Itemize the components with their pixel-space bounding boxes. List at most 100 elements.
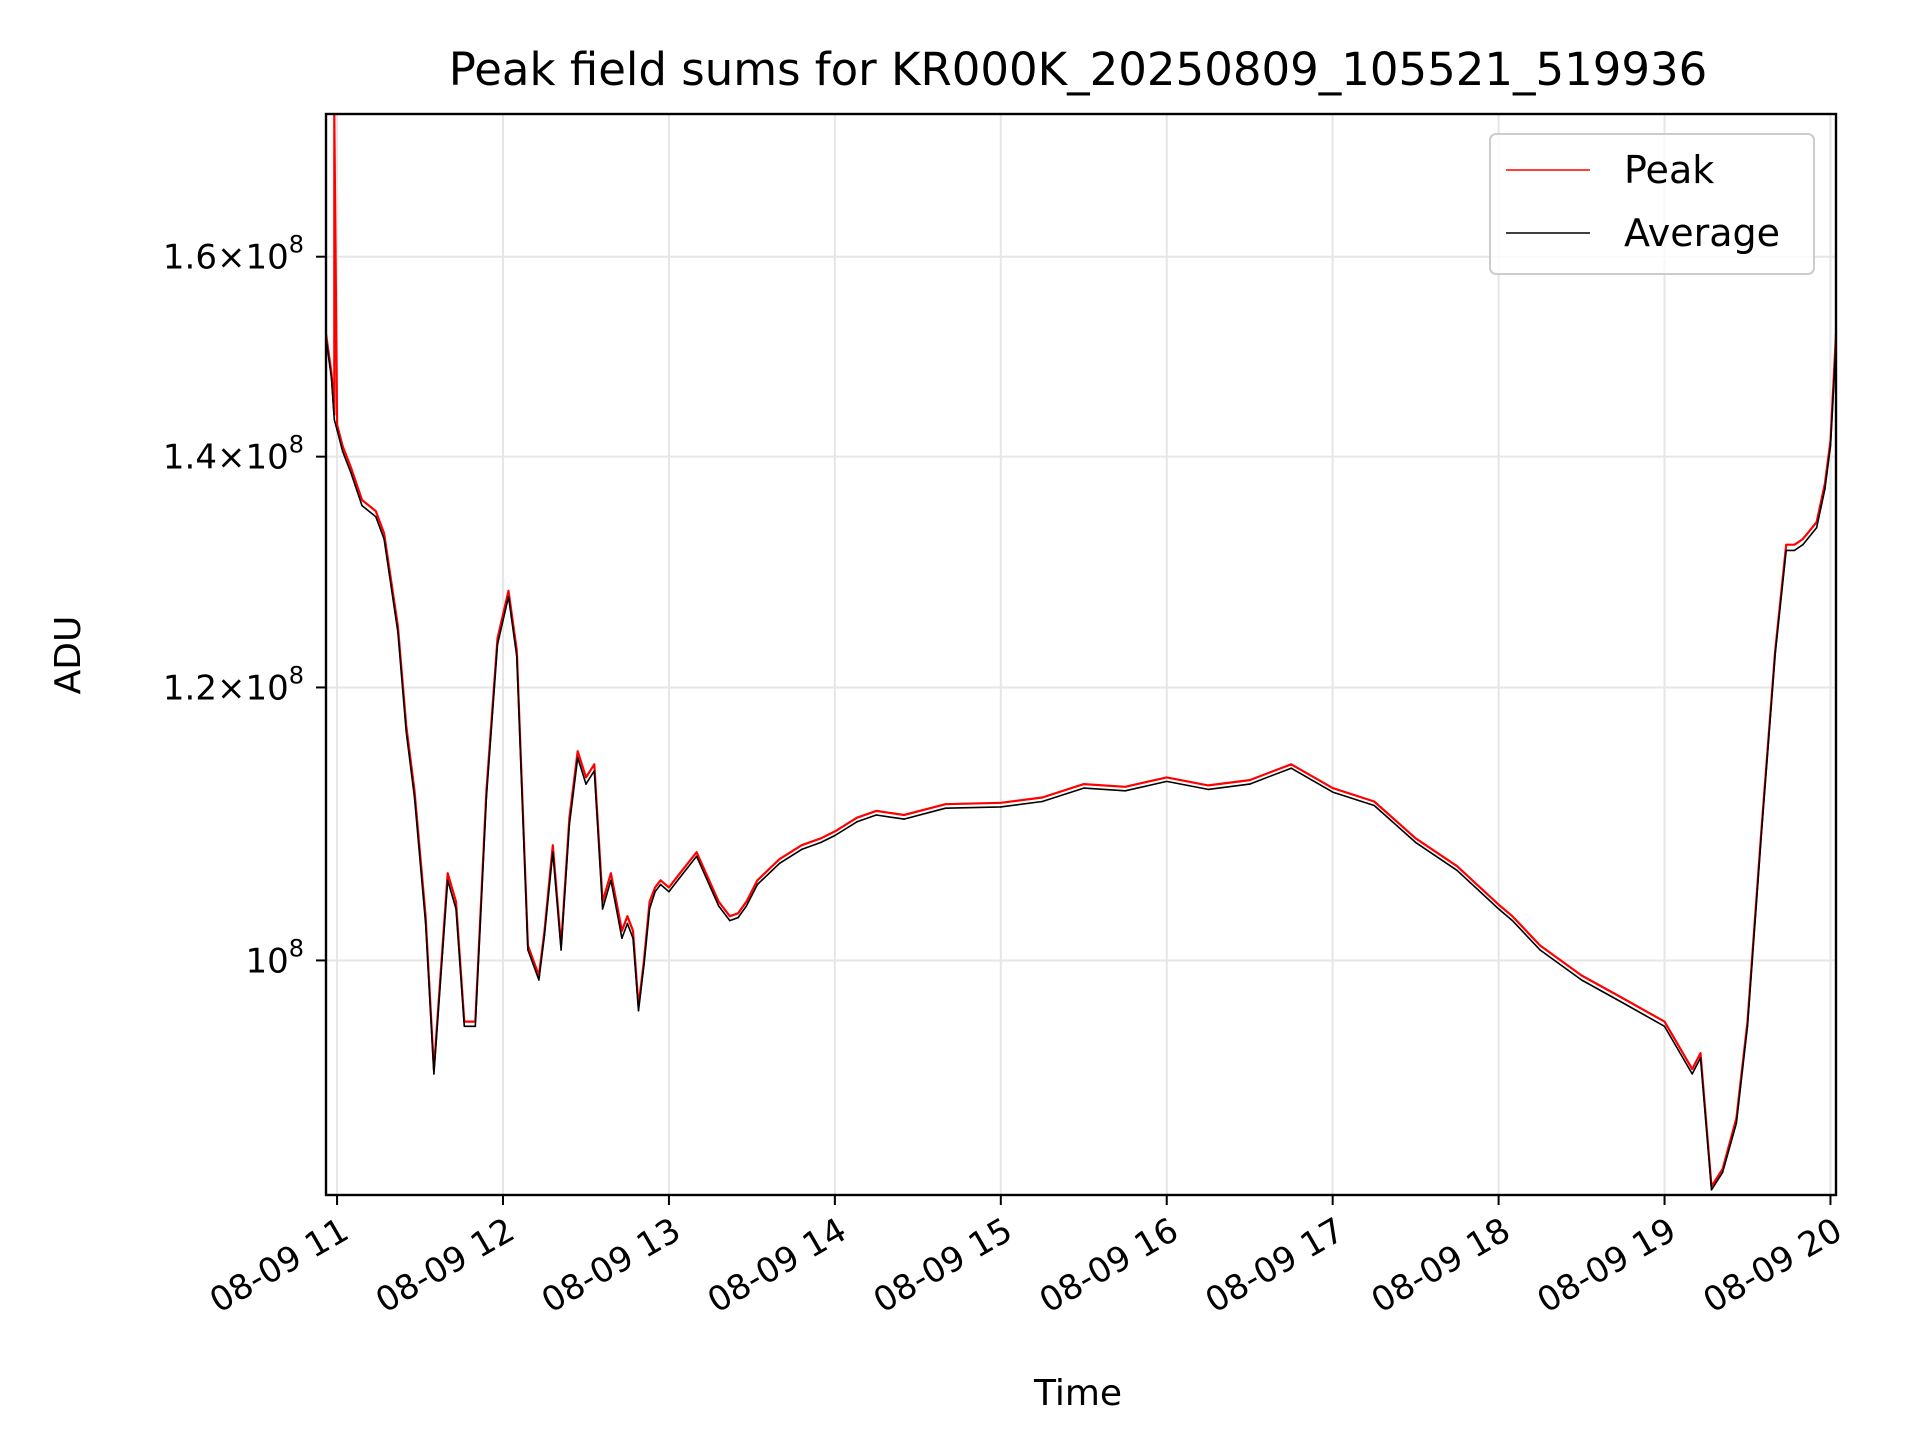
data-point-peak bbox=[585, 776, 587, 779]
y-tick-label: 1.2×108 bbox=[163, 661, 304, 708]
data-point-average bbox=[1539, 949, 1541, 951]
data-point-average bbox=[1824, 488, 1826, 490]
data-point-average bbox=[527, 949, 529, 951]
data-point-average bbox=[834, 834, 836, 837]
data-point-peak bbox=[593, 763, 596, 766]
data-point-average bbox=[1414, 841, 1417, 844]
data-point-peak bbox=[1511, 915, 1514, 917]
data-point-average bbox=[944, 807, 947, 809]
data-point-average bbox=[333, 418, 336, 421]
data-point-peak bbox=[507, 590, 510, 592]
data-point-average bbox=[330, 377, 333, 380]
data-point-peak bbox=[668, 886, 670, 889]
y-tick-label-exponent: 8 bbox=[289, 231, 304, 259]
data-point-peak bbox=[446, 872, 449, 874]
data-point-peak bbox=[383, 532, 385, 535]
data-point-average bbox=[1735, 1122, 1738, 1124]
data-point-peak bbox=[1539, 944, 1541, 947]
data-point-peak bbox=[615, 900, 618, 903]
data-point-average bbox=[424, 922, 427, 925]
data-point-average bbox=[1580, 979, 1583, 981]
data-point-average bbox=[601, 908, 604, 910]
data-point-peak bbox=[455, 900, 457, 903]
data-point-peak bbox=[659, 879, 662, 882]
data-point-average bbox=[778, 862, 781, 865]
data-point-peak bbox=[1041, 796, 1044, 799]
data-point-average bbox=[1793, 549, 1796, 552]
data-point-average bbox=[1785, 549, 1787, 552]
data-point-peak bbox=[944, 803, 947, 805]
data-point-peak bbox=[1456, 865, 1458, 867]
data-point-peak bbox=[1414, 837, 1417, 840]
data-point-average bbox=[1699, 1057, 1702, 1059]
data-point-average bbox=[455, 908, 457, 910]
data-point-average bbox=[552, 851, 554, 853]
data-point-peak bbox=[1691, 1068, 1693, 1070]
data-point-average bbox=[593, 770, 596, 772]
data-point-peak bbox=[729, 915, 731, 917]
data-point-average bbox=[1124, 790, 1126, 792]
data-point-average bbox=[643, 964, 645, 966]
data-point-average bbox=[637, 1009, 640, 1012]
data-point-peak bbox=[737, 912, 739, 915]
data-point-average bbox=[632, 937, 634, 939]
legend: Peak Average bbox=[1489, 133, 1815, 275]
data-point-peak bbox=[552, 844, 554, 846]
data-point-peak bbox=[1793, 543, 1796, 546]
data-point-peak bbox=[1248, 779, 1251, 781]
data-point-average bbox=[560, 949, 562, 951]
data-point-average bbox=[568, 823, 571, 826]
data-point-average bbox=[745, 905, 748, 907]
data-point-peak bbox=[336, 424, 338, 426]
data-point-peak bbox=[610, 872, 612, 874]
data-point-average bbox=[405, 731, 408, 733]
data-point-average bbox=[610, 879, 612, 882]
data-point-peak bbox=[341, 445, 344, 447]
data-point-peak bbox=[800, 844, 803, 846]
data-point-average bbox=[1290, 767, 1292, 769]
data-point-average bbox=[1829, 445, 1832, 447]
y-tick-label-exponent: 8 bbox=[289, 431, 304, 459]
data-point-average bbox=[1721, 1171, 1724, 1174]
grid-layer bbox=[326, 114, 1836, 1195]
series-line-peak bbox=[324, 112, 1838, 1188]
data-point-average bbox=[820, 841, 822, 844]
chart-title: Peak field sums for KR000K_20250809_1055… bbox=[449, 43, 1708, 96]
data-point-peak bbox=[648, 900, 651, 903]
data-point-average bbox=[654, 890, 656, 893]
data-point-average bbox=[538, 979, 540, 981]
data-point-peak bbox=[632, 930, 634, 932]
data-point-average bbox=[668, 890, 670, 893]
y-tick-label: 1.4×108 bbox=[163, 431, 304, 478]
data-point-peak bbox=[496, 637, 499, 640]
plot-frame bbox=[324, 112, 1838, 1197]
data-point-average bbox=[383, 538, 385, 540]
y-tick-label-base: 1.6×10 bbox=[163, 238, 289, 278]
data-point-peak bbox=[679, 872, 681, 874]
data-point-average bbox=[350, 472, 352, 474]
data-point-average bbox=[659, 883, 662, 886]
data-point-peak bbox=[1083, 783, 1085, 785]
data-point-peak bbox=[1622, 997, 1624, 1000]
data-point-average bbox=[695, 855, 698, 858]
data-point-average bbox=[756, 883, 759, 886]
data-point-average bbox=[1165, 780, 1168, 783]
data-point-average bbox=[463, 1025, 466, 1028]
data-point-peak bbox=[717, 900, 720, 903]
data-point-peak bbox=[375, 510, 377, 512]
data-point-average bbox=[496, 643, 499, 646]
data-point-average bbox=[1331, 791, 1334, 793]
data-point-average bbox=[875, 814, 878, 816]
data-point-peak bbox=[1000, 802, 1002, 804]
data-point-peak bbox=[1207, 784, 1209, 787]
y-tick-label-base: 1.2×10 bbox=[163, 668, 289, 708]
y-tick-label-exponent: 8 bbox=[289, 934, 304, 962]
data-point-average bbox=[375, 515, 377, 518]
data-point-average bbox=[1248, 783, 1251, 785]
data-point-peak bbox=[778, 858, 781, 860]
data-point-average bbox=[800, 848, 803, 851]
y-tick-label-base: 1.4×10 bbox=[163, 438, 289, 478]
data-point-peak bbox=[1497, 903, 1500, 906]
data-point-peak bbox=[576, 750, 579, 752]
